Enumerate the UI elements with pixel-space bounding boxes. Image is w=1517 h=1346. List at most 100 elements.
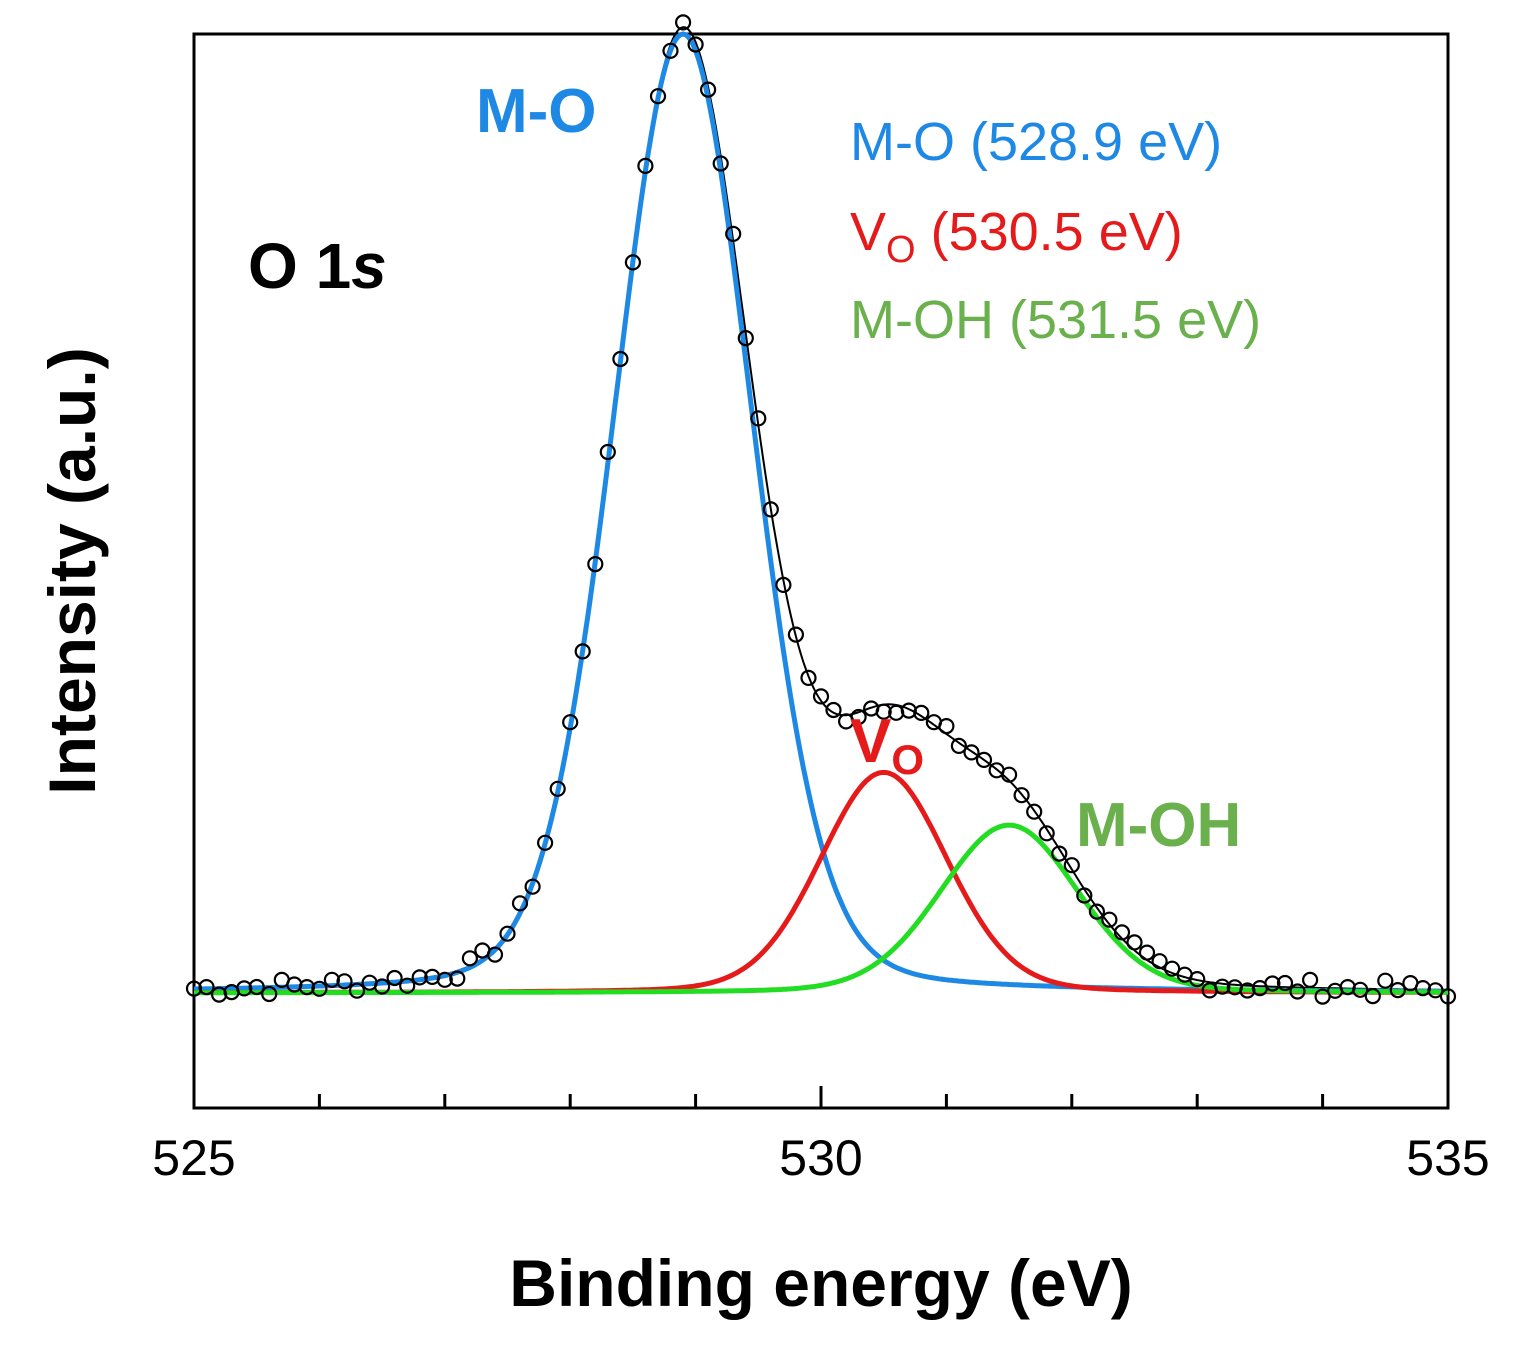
data-point xyxy=(1000,766,1018,783)
data-point xyxy=(1276,974,1294,992)
legend: M-O (528.9 eV) VO (530.5 eV) M-OH (531.5 e… xyxy=(850,112,1261,350)
data-point xyxy=(913,704,930,722)
data-point xyxy=(1377,972,1394,989)
data-point xyxy=(850,708,867,726)
data-point xyxy=(938,717,955,735)
data-point xyxy=(950,737,968,755)
data-point xyxy=(1214,978,1231,995)
data-point xyxy=(674,14,692,31)
x-tick-label: 535 xyxy=(1406,1130,1489,1186)
x-axis-tick-labels: 525 530 535 xyxy=(152,1130,1489,1186)
data-point xyxy=(1113,924,1131,941)
peak-label: M-O xyxy=(476,77,597,146)
data-point xyxy=(336,973,353,990)
data-point xyxy=(486,946,504,963)
data-point xyxy=(298,978,315,996)
data-point xyxy=(499,925,516,942)
data-point xyxy=(762,501,779,518)
data-point xyxy=(812,688,830,705)
x-tick-label: 525 xyxy=(152,1130,235,1186)
legend-entry: VO (530.5 eV) xyxy=(850,202,1183,271)
x-tick-label: 530 xyxy=(779,1130,862,1186)
data-point xyxy=(587,555,604,573)
data-point xyxy=(712,155,729,172)
data-point xyxy=(1352,981,1369,998)
data-point xyxy=(725,225,742,242)
data-point xyxy=(261,985,278,1003)
data-point xyxy=(1076,887,1093,904)
fit-component-mo xyxy=(194,31,1448,994)
data-point xyxy=(875,703,892,720)
data-point xyxy=(236,980,253,997)
data-point xyxy=(975,751,993,769)
data-point xyxy=(612,350,629,368)
data-point xyxy=(825,701,842,719)
data-point xyxy=(248,978,265,996)
fit-curves xyxy=(194,26,1449,996)
data-point xyxy=(562,714,579,731)
data-point xyxy=(1088,903,1106,920)
y-axis-title: Intensity (a.u.) xyxy=(35,347,109,794)
legend-entry-subscript: O xyxy=(886,229,916,271)
data-point xyxy=(449,970,466,987)
data-point xyxy=(1427,982,1444,999)
data-point xyxy=(436,971,453,988)
legend-entry-name: M-OH xyxy=(850,290,994,350)
data-point xyxy=(624,254,642,271)
data-point xyxy=(311,980,328,997)
data-point xyxy=(1364,987,1381,1005)
data-point xyxy=(775,576,792,594)
data-point xyxy=(386,969,403,987)
data-point xyxy=(737,330,754,347)
data-point xyxy=(787,626,805,643)
data-point xyxy=(524,878,541,895)
data-point xyxy=(963,744,980,761)
peak-label-main: V xyxy=(850,707,891,776)
data-point xyxy=(599,443,616,461)
data-point xyxy=(1138,944,1156,961)
legend-entry-value: (531.5 eV) xyxy=(994,290,1261,350)
data-point xyxy=(637,157,654,174)
x-axis-ticks xyxy=(192,1086,1450,1108)
peak-label-main: M-O xyxy=(476,77,597,146)
legend-entry-value: (530.5 eV) xyxy=(916,202,1183,262)
data-point xyxy=(348,982,366,999)
data-point xyxy=(649,88,667,105)
plot-frame xyxy=(192,32,1450,1110)
data-point xyxy=(1264,975,1281,992)
data-point xyxy=(1163,960,1181,977)
peak-label-main: M-OH xyxy=(1076,791,1241,860)
data-point xyxy=(1013,787,1030,804)
peak-label: M-OH xyxy=(1076,791,1241,860)
data-point xyxy=(662,42,679,59)
data-point xyxy=(411,969,428,986)
data-point xyxy=(1189,970,1206,988)
legend-entry-name: M-O xyxy=(850,112,955,172)
data-point xyxy=(399,977,416,994)
data-point xyxy=(374,978,391,995)
data-point xyxy=(198,978,215,996)
data-point xyxy=(185,980,203,997)
data-point xyxy=(1389,981,1406,999)
data-point xyxy=(536,834,554,851)
data-point xyxy=(800,669,817,687)
data-point xyxy=(549,780,566,797)
legend-entry: M-OH (531.5 eV) xyxy=(850,290,1261,350)
peak-label-subscript: O xyxy=(891,736,924,783)
data-point xyxy=(1289,983,1306,1000)
data-point xyxy=(1063,857,1080,874)
panel-label: O 1s xyxy=(248,230,387,302)
data-point xyxy=(323,971,340,988)
legend-entry: M-O (528.9 eV) xyxy=(850,112,1222,172)
legend-entry-value: (528.9 eV) xyxy=(955,112,1222,172)
data-point xyxy=(1301,971,1319,989)
x-axis-title: Binding energy (eV) xyxy=(509,1246,1132,1320)
data-point xyxy=(1151,953,1168,970)
data-point xyxy=(1439,988,1457,1005)
data-point xyxy=(750,410,767,427)
measured-data-points xyxy=(185,14,1457,1005)
data-point xyxy=(511,895,529,912)
data-point xyxy=(461,950,478,967)
data-point xyxy=(1126,934,1143,951)
